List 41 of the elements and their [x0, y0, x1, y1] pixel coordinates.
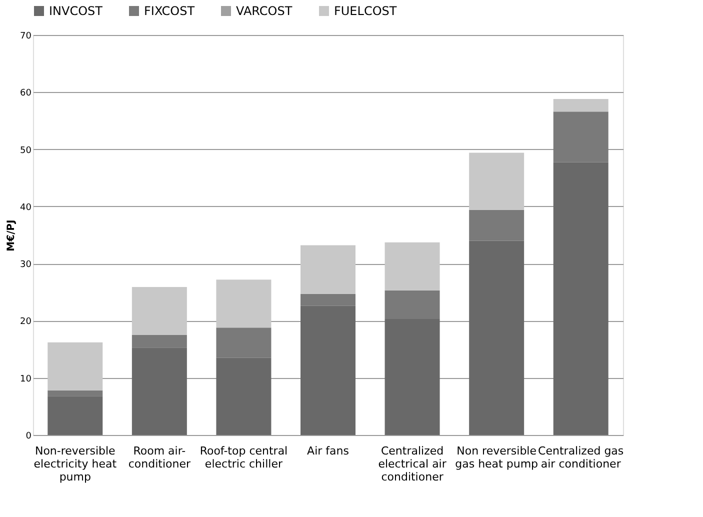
bar [384, 319, 440, 435]
x-tick-label: Room air-conditioner [128, 444, 191, 470]
bar [553, 162, 608, 435]
y-tick-label: 40 [20, 202, 32, 213]
bar [132, 287, 187, 335]
legend-label: FIXCOST [144, 4, 196, 18]
bar [384, 242, 440, 290]
x-tick-label: Air fans [307, 444, 350, 458]
x-tick-label: Non reversible gas heat pump [455, 444, 538, 470]
bar [300, 245, 356, 294]
x-tick-label: Centralized electrical air conditioner [378, 444, 447, 484]
bar [553, 112, 608, 162]
bar [216, 358, 272, 435]
bar [132, 348, 187, 435]
bar [469, 152, 524, 210]
bar [553, 99, 608, 112]
bar [216, 280, 272, 328]
bar [48, 342, 103, 390]
bar [300, 306, 356, 435]
bar [300, 294, 356, 306]
legend-label: INVCOST [49, 4, 104, 18]
x-tick-label: Non-reversible electricity heat pump [34, 444, 118, 484]
bar [469, 240, 524, 435]
legend-label: VARCOST [236, 4, 293, 18]
bar [48, 396, 103, 435]
y-tick-label: 0 [26, 432, 32, 442]
y-tick-label: 70 [20, 32, 32, 42]
bar [469, 210, 524, 241]
x-tick-label: Centralized gas air conditioner [538, 444, 624, 470]
bar [384, 290, 440, 319]
y-tick-label: 60 [20, 88, 32, 99]
y-tick-label: 30 [20, 260, 32, 270]
legend-label: FUELCOST [334, 4, 398, 18]
y-tick-label: 10 [20, 374, 32, 384]
y-tick-label: 50 [20, 146, 32, 156]
bar [48, 390, 103, 396]
x-tick-label: Roof-top central electric chiller [200, 444, 288, 470]
bar [132, 335, 187, 348]
bar [216, 328, 272, 358]
y-axis-title: M€/PJ [6, 220, 18, 252]
y-tick-label: 20 [20, 317, 32, 328]
